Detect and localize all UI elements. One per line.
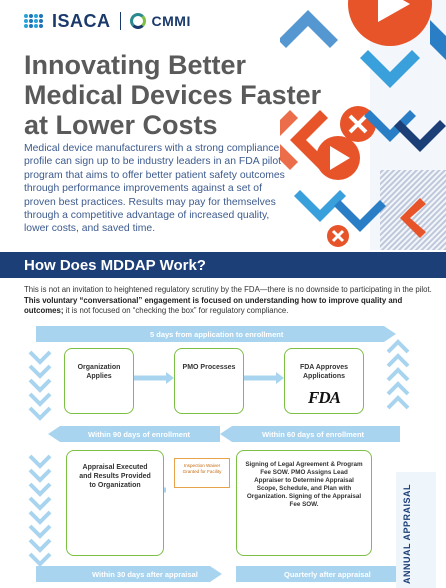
step-appraisal-executed: Appraisal Executed and Results Provided … (66, 450, 164, 556)
step-label: FDA Approves Applications (299, 364, 349, 380)
step-label: Organization Applies (77, 364, 121, 380)
bottom-left-band-arrow (36, 566, 222, 582)
step-organization-applies: Organization Applies (64, 348, 134, 414)
mid-right-band-label: Within 60 days of enrollment (262, 430, 365, 439)
step-signing-legal-agreement: Signing of Legal Agreement & Program Fee… (236, 450, 372, 556)
step-label: Signing of Legal Agreement & Program Fee… (245, 461, 363, 508)
orange-play-circle-icon (348, 0, 432, 46)
intro-bold: This voluntary “conversational” engageme… (24, 295, 403, 316)
page-title: Innovating Better Medical Devices Faster… (24, 50, 322, 140)
top-band-arrow (36, 326, 396, 342)
bottom-right-band-arrow (236, 566, 410, 582)
left-chevron-column (28, 350, 52, 567)
mid-right-band-arrow (220, 426, 400, 442)
logo-divider (119, 12, 121, 30)
bottom-right-band-label: Quarterly after appraisal (284, 570, 371, 579)
section-title: How Does MDDAP Work? (24, 257, 206, 274)
process-diagram: 5 days from application to enrollment Or… (0, 322, 446, 588)
top-band-label: 5 days from application to enrollment (150, 330, 284, 339)
step-label: PMO Processes (182, 364, 236, 371)
step-fda-approves: FDA Approves Applications FDA (284, 348, 364, 414)
mid-left-band-arrow (48, 426, 220, 442)
fda-logo: FDA (308, 388, 341, 407)
blue-arrow-icon (280, 10, 338, 48)
right-chevron-column (386, 339, 410, 410)
step-pmo-processes: PMO Processes (174, 348, 244, 414)
hero-body-text: Medical device manufacturers with a stro… (24, 143, 285, 235)
mid-left-band-label: Within 90 days of enrollment (88, 430, 191, 439)
cmmi-logo-text: CMMI (151, 13, 191, 29)
intro-paragraph: This is not an invitation to heightened … (24, 285, 434, 317)
intro-tail: it is not focused on “checking the box” … (63, 306, 289, 316)
annual-appraisal-label: ANNUAL APPRAISAL (402, 483, 412, 584)
cmmi-logo-icon (129, 13, 146, 29)
intro-plain: This is not an invitation to heightened … (24, 285, 432, 294)
decorative-arrows-art (280, 0, 446, 250)
step-label: Appraisal Executed and Results Provided … (79, 464, 151, 489)
bottom-left-band-label: Within 30 days after appraisal (92, 570, 198, 579)
logo-row: ISACA CMMI (24, 10, 191, 32)
inspection-waiver-box: Inspection Waiver Granted for Facility (174, 458, 230, 488)
isaca-logo-icon (24, 11, 46, 31)
isaca-logo-text: ISACA (52, 10, 111, 31)
section-banner: How Does MDDAP Work? (0, 252, 446, 278)
